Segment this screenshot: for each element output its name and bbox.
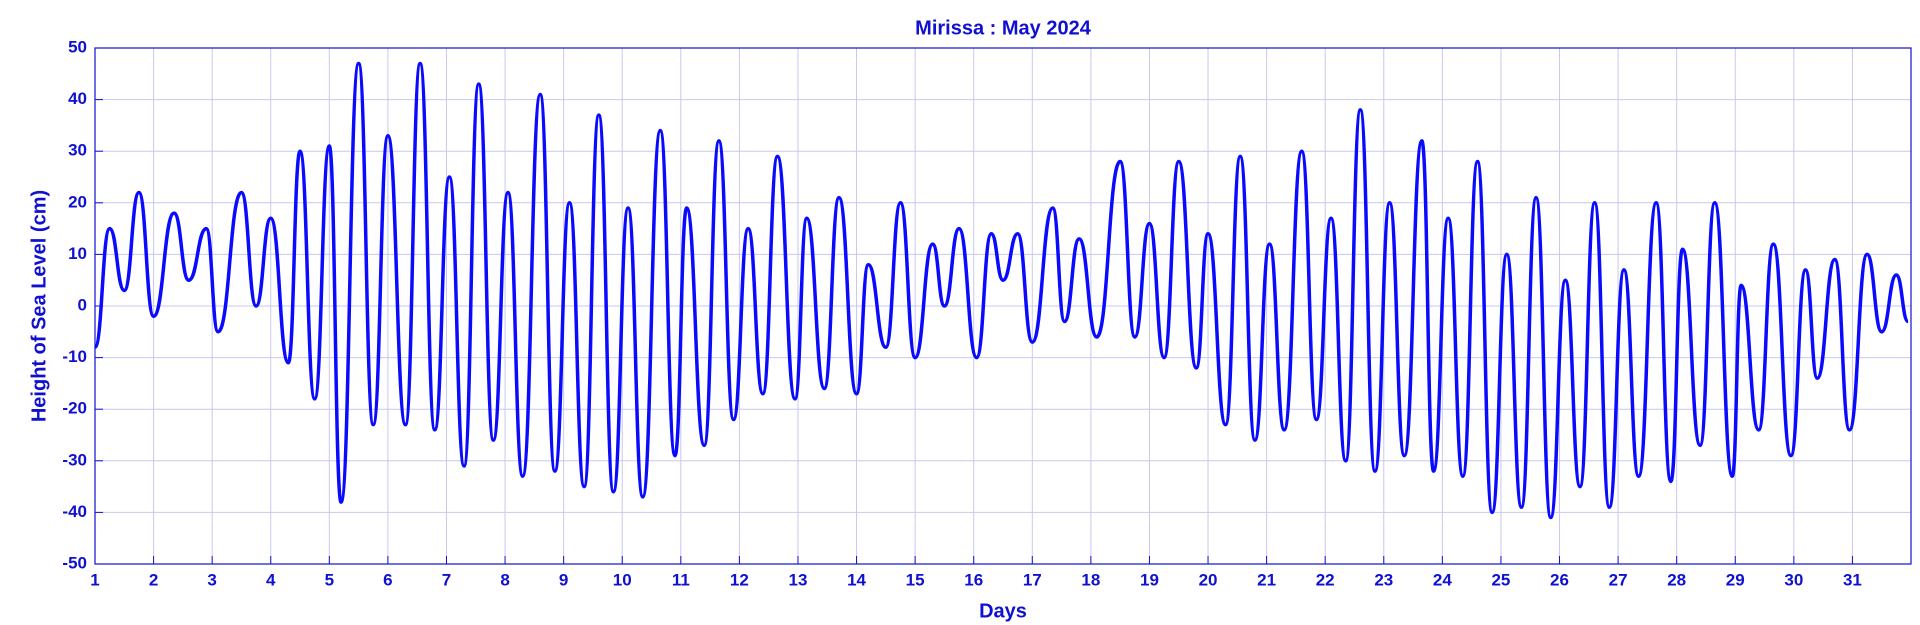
x-tick-label: 21 — [1257, 570, 1276, 589]
x-axis-label: Days — [979, 600, 1027, 622]
x-tick-label: 4 — [266, 570, 276, 589]
x-tick-label: 26 — [1550, 570, 1569, 589]
data-line — [93, 61, 1910, 520]
x-tick-label: 20 — [1199, 570, 1218, 589]
x-tick-label: 17 — [1023, 570, 1042, 589]
x-tick-label: 11 — [672, 570, 690, 589]
x-tick-label: 10 — [613, 570, 632, 589]
x-tick-label: 22 — [1316, 570, 1335, 589]
x-tick-label: 25 — [1491, 570, 1510, 589]
x-tick-label: 7 — [442, 570, 451, 589]
y-tick-label: 50 — [68, 37, 87, 56]
y-tick-label: 10 — [68, 244, 87, 263]
x-tick-label: 24 — [1433, 570, 1452, 589]
y-tick-label: 30 — [68, 141, 87, 160]
x-tick-label: 5 — [325, 570, 334, 589]
x-tick-label: 16 — [964, 570, 983, 589]
x-tick-label: 15 — [906, 570, 925, 589]
x-tick-label: 14 — [847, 570, 866, 589]
y-tick-label: -50 — [62, 553, 87, 572]
y-tick-label: -10 — [62, 347, 87, 366]
x-tick-label: 3 — [207, 570, 216, 589]
x-tick-label: 30 — [1784, 570, 1803, 589]
y-tick-label: -30 — [62, 450, 87, 469]
y-tick-label: -40 — [62, 502, 87, 521]
y-tick-label: -20 — [62, 399, 87, 418]
x-tick-label: 19 — [1140, 570, 1159, 589]
y-tick-label: 0 — [78, 295, 87, 314]
x-tick-label: 8 — [500, 570, 509, 589]
plot-frame — [94, 47, 1912, 565]
x-tick-label: 12 — [730, 570, 749, 589]
x-tick-label: 18 — [1081, 570, 1100, 589]
x-tick-label: 13 — [789, 570, 808, 589]
x-tick-label: 27 — [1609, 570, 1628, 589]
x-tick-label: 6 — [383, 570, 392, 589]
chart-title: Mirissa : May 2024 — [915, 17, 1092, 39]
x-tick-label: 31 — [1843, 570, 1862, 589]
x-tick-label: 23 — [1374, 570, 1393, 589]
y-axis-label: Height of Sea Level (cm) — [28, 190, 50, 422]
y-tick-label: 20 — [68, 192, 87, 211]
x-tick-label: 9 — [559, 570, 568, 589]
y-tick-label: 40 — [68, 89, 87, 108]
x-tick-label: 1 — [90, 570, 99, 589]
x-tick-label: 29 — [1726, 570, 1745, 589]
x-tick-label: 2 — [149, 570, 158, 589]
x-tick-label: 28 — [1667, 570, 1686, 589]
